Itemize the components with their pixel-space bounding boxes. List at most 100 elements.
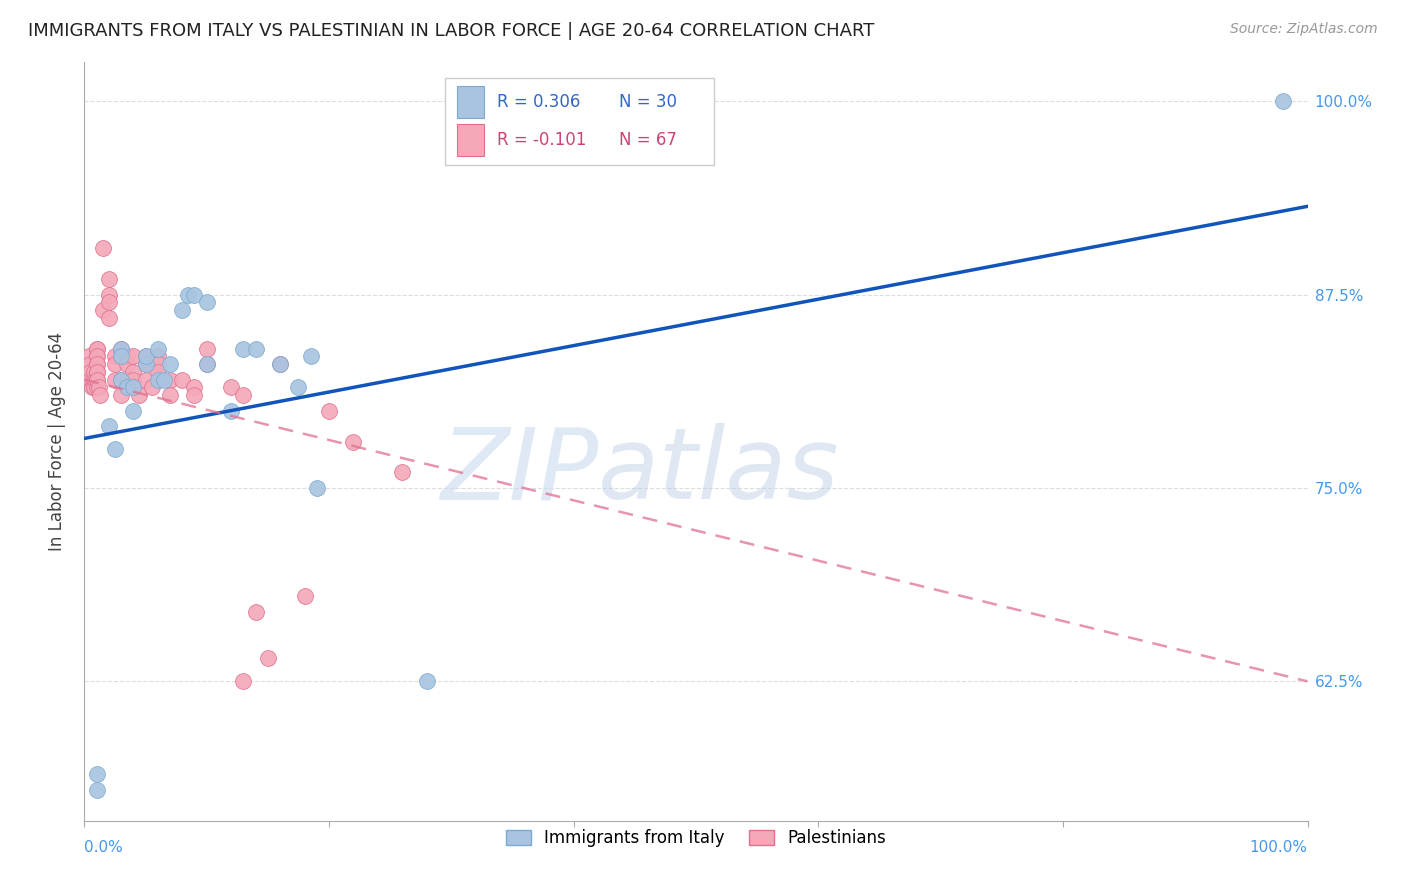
Point [104,357,127,371]
Point [146,373,169,387]
Point [159,373,181,387]
Point [195,342,218,356]
Point [135,357,157,371]
Point [104,350,127,364]
Point [79,365,101,379]
Point [86,373,108,387]
Text: IMMIGRANTS FROM ITALY VS PALESTINIAN IN LABOR FORCE | AGE 20-64 CORRELATION CHAR: IMMIGRANTS FROM ITALY VS PALESTINIAN IN … [28,22,875,40]
Point [122,380,145,394]
Point [104,442,127,457]
Point [110,342,132,356]
Text: R = 0.306: R = 0.306 [496,93,579,111]
Point [183,287,205,301]
Point [86,350,108,364]
Point [195,295,218,310]
Point [86,380,108,394]
Point [287,380,309,394]
Point [299,350,322,364]
Text: R = -0.101: R = -0.101 [496,131,586,149]
Point [87,380,110,394]
Point [269,357,291,371]
Point [153,373,176,387]
Point [77,350,100,364]
Point [110,350,132,364]
Point [294,589,316,603]
Point [86,365,108,379]
Point [115,380,138,394]
Point [195,357,218,371]
FancyBboxPatch shape [457,125,484,156]
Point [91,303,114,318]
Point [146,350,169,364]
Point [86,342,108,356]
Text: ZIP: ZIP [440,424,598,520]
Point [245,342,267,356]
Point [110,350,132,364]
Point [122,373,145,387]
Point [183,380,205,394]
Point [110,373,132,387]
Point [97,287,120,301]
Point [110,388,132,402]
Point [391,466,413,480]
Point [232,388,254,402]
Point [97,295,120,310]
Point [86,782,108,797]
Point [110,342,132,356]
Point [91,241,114,255]
Point [122,350,145,364]
Point [97,310,120,325]
Point [416,674,439,689]
Point [245,605,267,619]
Point [97,272,120,286]
Legend: Immigrants from Italy, Palestinians: Immigrants from Italy, Palestinians [499,822,893,854]
Point [115,373,138,387]
Point [141,380,163,394]
Point [128,388,150,402]
Point [79,357,101,371]
Point [86,357,108,371]
Point [342,434,364,449]
Point [83,365,105,379]
Point [159,357,181,371]
Point [257,651,280,665]
Point [219,380,242,394]
Point [86,373,108,387]
Text: Source: ZipAtlas.com: Source: ZipAtlas.com [1230,22,1378,37]
Point [86,767,108,781]
Text: 100.0%: 100.0% [1250,839,1308,855]
Point [110,373,132,387]
Point [79,373,101,387]
Point [232,342,254,356]
Point [135,350,157,364]
Point [146,365,169,379]
Point [86,357,108,371]
Point [172,303,194,318]
Point [159,388,181,402]
Point [135,350,157,364]
Point [146,342,169,356]
Point [97,419,120,434]
FancyBboxPatch shape [446,78,714,165]
Point [1272,94,1295,108]
Point [83,380,105,394]
Point [86,350,108,364]
Text: N = 30: N = 30 [619,93,676,111]
Text: atlas: atlas [598,424,839,520]
Point [122,403,145,417]
Point [122,365,145,379]
Point [146,357,169,371]
Text: 0.0%: 0.0% [84,839,124,855]
Point [219,403,242,417]
Point [305,481,328,495]
Point [84,373,107,387]
Point [80,380,103,394]
Y-axis label: In Labor Force | Age 20-64: In Labor Force | Age 20-64 [48,332,66,551]
Text: N = 67: N = 67 [619,131,676,149]
Point [104,373,127,387]
Point [115,350,138,364]
FancyBboxPatch shape [457,87,484,118]
Point [135,373,157,387]
Point [172,373,194,387]
Point [318,403,340,417]
